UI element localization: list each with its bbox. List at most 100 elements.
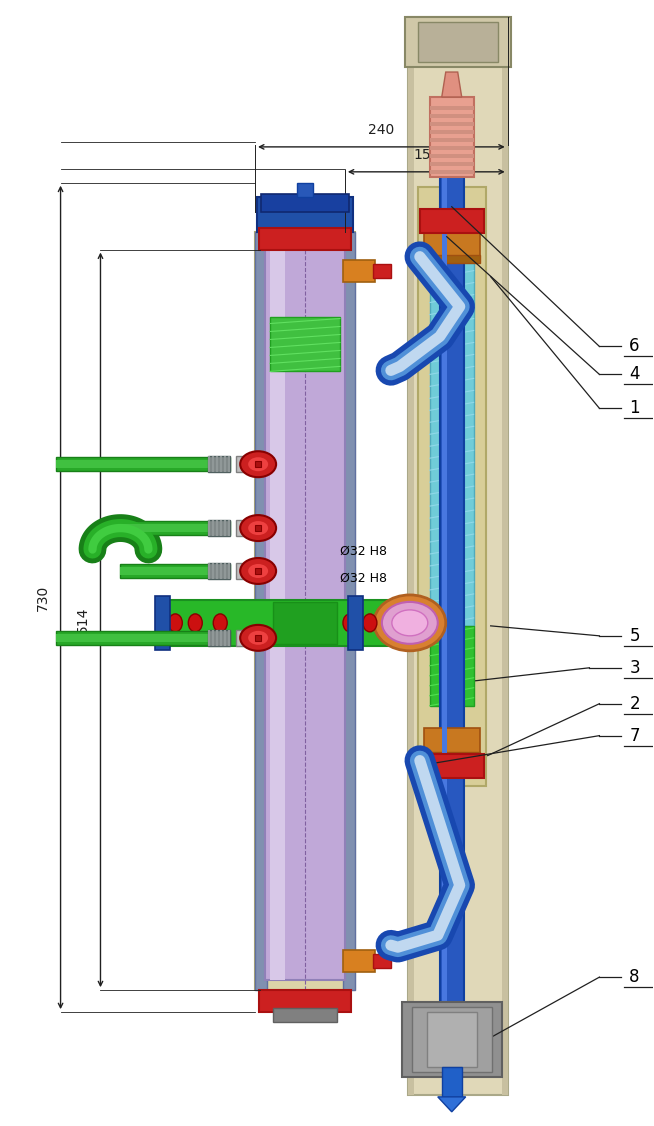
Bar (56, 457, 230, 471)
Bar (430, 146, 473, 150)
Bar (261, 194, 349, 212)
Bar (236, 520, 266, 536)
Polygon shape (438, 1097, 466, 1111)
Bar (402, 1002, 502, 1076)
Bar (255, 232, 267, 990)
Bar (224, 563, 226, 579)
Text: 3: 3 (629, 659, 640, 677)
Bar (418, 187, 486, 786)
Bar (424, 751, 479, 760)
Bar (408, 17, 414, 1094)
Bar (255, 525, 261, 531)
Text: 6: 6 (629, 338, 640, 356)
Bar (430, 170, 473, 173)
Bar (265, 236, 345, 980)
Ellipse shape (240, 452, 276, 477)
Ellipse shape (240, 625, 276, 651)
Bar (270, 316, 340, 372)
Bar (343, 950, 375, 972)
Bar (160, 600, 420, 646)
Bar (412, 1007, 492, 1072)
Bar (120, 564, 230, 578)
Text: 5: 5 (629, 627, 640, 645)
Ellipse shape (240, 558, 276, 584)
Bar (228, 629, 230, 646)
Ellipse shape (392, 610, 428, 636)
Bar (220, 563, 222, 579)
Text: 2: 2 (629, 695, 640, 713)
Ellipse shape (248, 631, 268, 645)
Bar (373, 954, 391, 968)
Bar (236, 456, 266, 472)
Bar (236, 629, 266, 646)
Ellipse shape (248, 457, 268, 471)
Bar (56, 631, 230, 645)
Ellipse shape (383, 614, 397, 632)
Text: 4: 4 (629, 366, 640, 383)
Bar (208, 563, 210, 579)
Bar (208, 520, 230, 536)
Bar (343, 232, 355, 990)
Bar (220, 629, 222, 646)
Bar (120, 521, 230, 535)
Ellipse shape (168, 614, 182, 632)
Bar (348, 596, 363, 650)
Bar (216, 629, 218, 646)
Bar (424, 231, 479, 259)
Text: 1: 1 (629, 400, 640, 418)
Bar (418, 23, 498, 62)
Bar (213, 629, 215, 646)
Ellipse shape (382, 602, 438, 644)
Bar (220, 456, 222, 472)
Bar (213, 563, 215, 579)
Text: 155: 155 (413, 148, 439, 162)
Bar (208, 520, 210, 536)
Bar (259, 990, 351, 1012)
Bar (424, 254, 479, 262)
Bar (255, 462, 261, 467)
Bar (343, 260, 375, 282)
Bar (208, 456, 210, 472)
Text: 8: 8 (629, 968, 640, 986)
Bar (216, 563, 218, 579)
Bar (208, 629, 210, 646)
Bar (156, 596, 170, 650)
Bar (228, 456, 230, 472)
Bar (259, 227, 351, 250)
Bar (228, 520, 230, 536)
Bar (216, 456, 218, 472)
Text: 240: 240 (368, 123, 394, 137)
Bar (257, 197, 353, 232)
Ellipse shape (248, 521, 268, 535)
Ellipse shape (213, 614, 227, 632)
Bar (255, 635, 261, 641)
Bar (502, 17, 508, 1094)
Bar (430, 129, 473, 134)
Ellipse shape (363, 614, 377, 632)
Bar (430, 114, 473, 118)
Bar (224, 629, 226, 646)
Bar (430, 626, 473, 706)
Bar (273, 1008, 337, 1022)
Bar (220, 520, 222, 536)
Text: Ø32 H8: Ø32 H8 (340, 545, 387, 557)
Bar (270, 236, 285, 980)
Ellipse shape (343, 614, 357, 632)
Ellipse shape (374, 595, 446, 651)
Bar (430, 97, 473, 177)
Bar (56, 634, 230, 642)
Polygon shape (441, 72, 462, 97)
Bar (224, 456, 226, 472)
Bar (120, 524, 230, 533)
Bar (228, 563, 230, 579)
Bar (430, 122, 473, 126)
Bar (439, 146, 464, 1025)
Text: 7: 7 (629, 726, 640, 744)
Bar (208, 456, 230, 472)
Bar (297, 182, 313, 197)
Text: 514: 514 (75, 607, 90, 633)
Ellipse shape (248, 564, 268, 578)
Bar (430, 154, 473, 158)
Text: 730: 730 (35, 584, 50, 610)
Bar (408, 17, 508, 1094)
